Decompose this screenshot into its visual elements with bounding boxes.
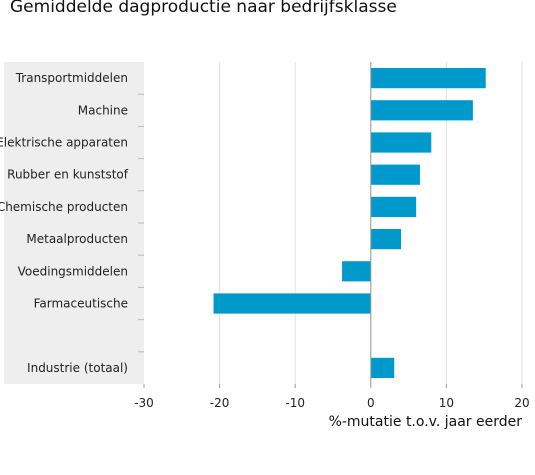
bar	[370, 196, 417, 217]
category-label: Transportmiddelen	[15, 71, 128, 85]
x-tick-label: -20	[210, 396, 230, 410]
bar	[370, 100, 473, 121]
chart-title: Gemiddelde dagproductie naar bedrijfskla…	[10, 0, 397, 17]
category-label: Metaalproducten	[26, 232, 128, 246]
bar	[370, 357, 395, 378]
category-axis-band	[4, 62, 144, 384]
x-tick-label: -10	[285, 396, 305, 410]
bars	[213, 62, 486, 384]
bar	[213, 293, 371, 314]
x-tick-labels: -30 -20 -10 0 10 20	[134, 384, 530, 410]
x-axis-label: %-mutatie t.o.v. jaar eerder	[329, 414, 523, 430]
category-label: Industrie (totaal)	[27, 361, 128, 375]
bar	[342, 261, 371, 282]
x-tick-label: 10	[439, 396, 454, 410]
bar	[370, 68, 486, 89]
category-label: Rubber en kunststof	[7, 168, 129, 182]
bar	[370, 229, 402, 250]
x-tick-label: 0	[367, 396, 375, 410]
category-label: Farmaceutische	[34, 297, 128, 311]
category-labels: Transportmiddelen Machine Elektrische appa…	[0, 71, 144, 375]
category-label: Elektrische apparaten	[0, 136, 128, 150]
x-tick-label: 20	[514, 396, 529, 410]
bar	[370, 164, 420, 185]
x-tick-label: -30	[134, 396, 154, 410]
category-label: Machine	[78, 103, 128, 117]
bar	[370, 132, 432, 153]
category-label: Chemische producten	[0, 200, 128, 214]
category-label: Voedingsmiddelen	[18, 264, 128, 278]
